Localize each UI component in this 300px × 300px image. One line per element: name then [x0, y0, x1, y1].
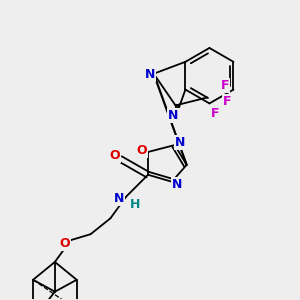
Text: N: N — [175, 136, 185, 148]
Text: N: N — [172, 178, 182, 191]
Text: F: F — [211, 107, 219, 120]
Text: O: O — [59, 237, 70, 250]
Text: F: F — [221, 79, 229, 92]
Text: O: O — [109, 149, 120, 162]
Text: F: F — [223, 95, 231, 108]
Text: O: O — [137, 143, 147, 157]
Text: H: H — [130, 198, 140, 211]
Text: N: N — [145, 68, 155, 81]
Text: N: N — [114, 192, 124, 205]
Text: N: N — [168, 109, 179, 122]
